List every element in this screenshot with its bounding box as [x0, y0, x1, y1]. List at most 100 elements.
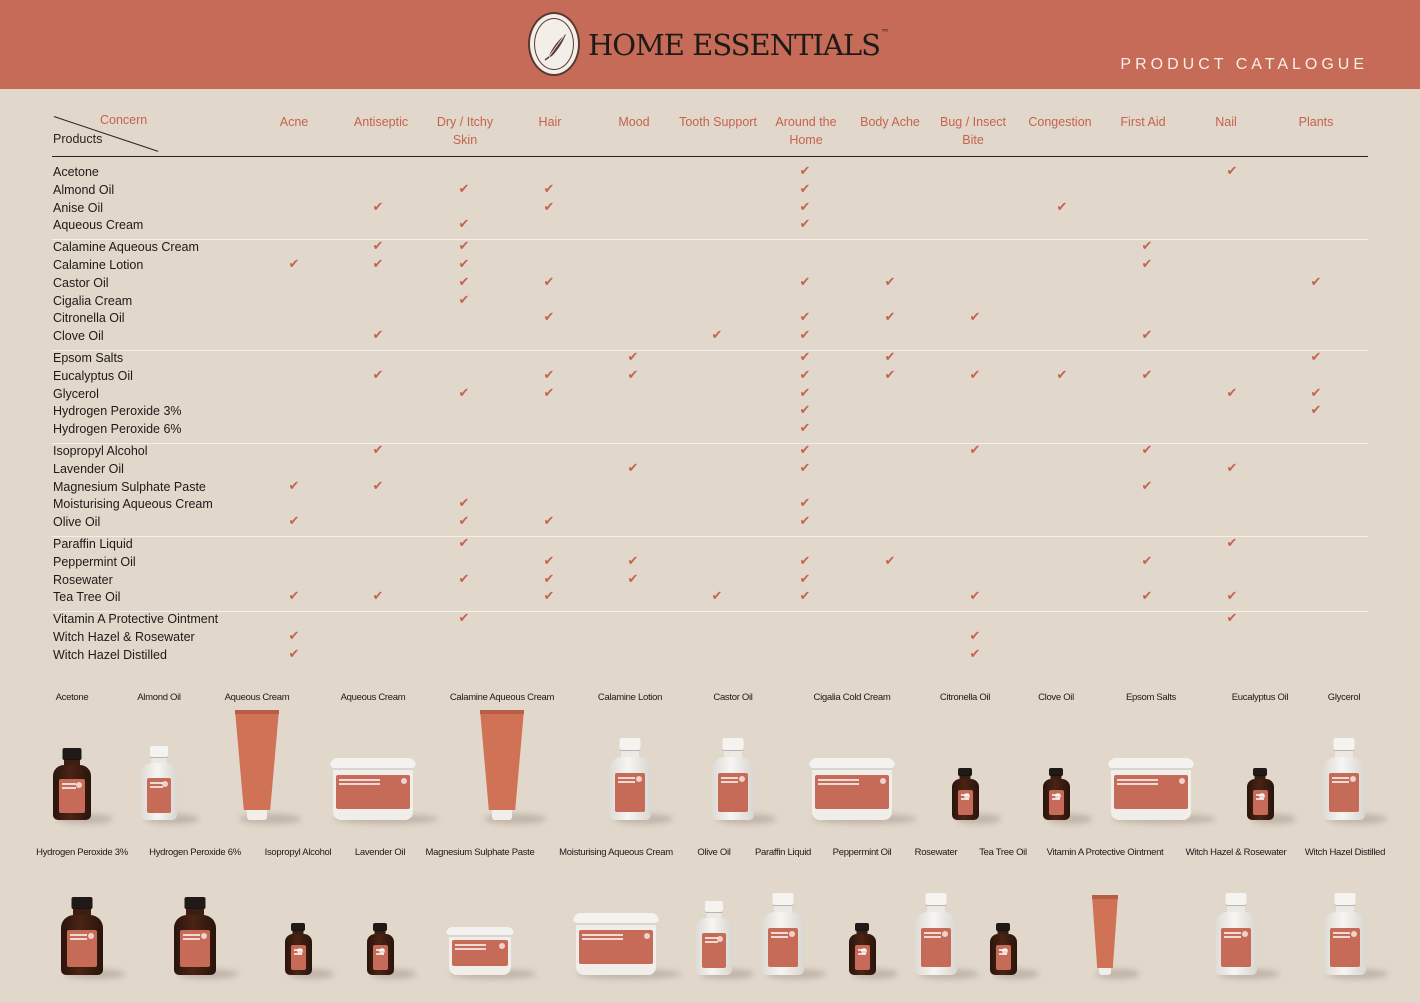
check-mark: ✔ — [458, 513, 470, 529]
amber-bottle-icon — [53, 748, 91, 820]
check-mark: ✔ — [1226, 535, 1238, 550]
check-mark: ✔ — [1141, 256, 1153, 271]
amber-bottle-icon — [848, 923, 876, 975]
check-mark: ✔ — [458, 384, 470, 400]
check-mark: ✔ — [543, 384, 555, 400]
check-mark: ✔ — [458, 256, 470, 271]
product-row-label: Olive Oil — [53, 515, 101, 530]
product-row-label: Anise Oil — [53, 200, 104, 215]
concern-axis-label: Concern — [100, 113, 148, 127]
concern-header-antiseptic: Antiseptic — [354, 113, 408, 131]
concern-header-nail: Nail — [1215, 113, 1237, 131]
product-gallery: Acetone Almond Oil Aqueous Cream Aqueous Cr… — [0, 680, 1420, 1003]
concern-header-line: Hair — [538, 115, 562, 129]
white-bottle-icon — [696, 901, 732, 975]
amber-bottle-icon — [284, 923, 312, 975]
concern-header-line: Bite — [962, 133, 984, 147]
check-mark: ✔ — [1226, 384, 1238, 400]
check-mark: ✔ — [969, 442, 981, 457]
check-mark: ✔ — [1056, 198, 1068, 214]
product-row-label: Paraffin Liquid — [53, 537, 133, 551]
check-mark: ✔ — [458, 273, 470, 289]
product-row-label: Hydrogen Peroxide 3% — [53, 404, 182, 419]
check-mark: ✔ — [711, 588, 723, 604]
concern-header-mood: Mood — [618, 113, 649, 131]
check-mark: ✔ — [288, 628, 300, 643]
product-photo-label: Tea Tree Oil — [979, 847, 1027, 858]
check-mark: ✔ — [458, 180, 470, 196]
product-photo-label: Vitamin A Protective Ointment — [1046, 847, 1164, 858]
product-photo-label: Hydrogen Peroxide 3% — [36, 847, 128, 858]
product-row-label: Moisturising Aqueous Cream — [53, 497, 213, 512]
concern-header-line: Acne — [279, 115, 309, 129]
concern-header-bug-insect-bite: Bug / Insect Bite — [940, 113, 1006, 149]
check-mark: ✔ — [711, 327, 723, 343]
check-mark: ✔ — [288, 645, 300, 661]
check-mark: ✔ — [799, 384, 811, 400]
cream-tube-icon — [235, 710, 279, 820]
white-bottle-icon — [1215, 893, 1257, 975]
group-divider — [52, 350, 1368, 351]
white-bottle-icon — [141, 746, 177, 820]
product-row-label: Citronella Oil — [53, 311, 125, 326]
check-mark: ✔ — [627, 459, 639, 475]
product-row-label: Peppermint Oil — [53, 554, 136, 569]
product-photo-label: Calamine Lotion — [597, 692, 663, 703]
amber-bottle-icon — [989, 923, 1017, 975]
seal-feather-icon — [544, 34, 566, 61]
check-mark: ✔ — [372, 198, 384, 214]
product-shadow — [993, 969, 1039, 979]
check-mark: ✔ — [799, 163, 811, 178]
check-mark: ✔ — [288, 256, 300, 271]
product-row-label: Tea Tree Oil — [53, 590, 121, 605]
check-mark: ✔ — [1310, 273, 1322, 289]
check-mark: ✔ — [372, 256, 384, 271]
product-row-label: Calamine Lotion — [53, 258, 144, 272]
group-divider — [52, 536, 1368, 537]
concern-header-line: Around the — [775, 115, 837, 129]
product-photo-label: Almond Oil — [137, 692, 181, 703]
check-mark: ✔ — [799, 198, 811, 214]
concern-header-acne: Acne — [280, 113, 309, 131]
product-row-label: Clove Oil — [53, 329, 104, 344]
product-photo-label: Olive Oil — [697, 847, 731, 858]
product-photo-label: Clove Oil — [1038, 692, 1074, 703]
concern-header-tooth-support: Tooth Support — [679, 113, 757, 131]
check-mark: ✔ — [1141, 552, 1153, 568]
product-photo-label: Eucalyptus Oil — [1231, 692, 1289, 703]
check-mark: ✔ — [884, 309, 896, 325]
product-shadow — [1046, 814, 1092, 824]
cream-tube-icon — [1092, 895, 1118, 975]
product-photo-label: Citronella Oil — [939, 692, 991, 703]
check-mark: ✔ — [1141, 327, 1153, 343]
check-mark: ✔ — [799, 570, 811, 586]
product-photo-label: Aqueous Cream — [224, 692, 290, 703]
brand-seal-logo — [528, 12, 580, 76]
check-mark: ✔ — [458, 238, 470, 254]
product-shadow — [370, 969, 416, 979]
check-mark: ✔ — [543, 198, 555, 214]
check-mark: ✔ — [969, 588, 981, 604]
check-mark: ✔ — [543, 180, 555, 196]
product-row-label: Acetone — [53, 165, 99, 179]
check-mark: ✔ — [372, 366, 384, 382]
concern-header-around-the-home: Around the Home — [775, 113, 836, 149]
cream-tube-icon — [480, 710, 524, 820]
product-shadow — [1250, 814, 1296, 824]
white-bottle-icon — [1324, 893, 1366, 975]
cream-tub-icon — [446, 927, 514, 975]
check-mark: ✔ — [799, 402, 811, 418]
product-row-label: Eucalyptus Oil — [53, 368, 133, 383]
check-mark: ✔ — [1226, 610, 1238, 626]
product-row-label: Castor Oil — [53, 275, 109, 290]
amber-bottle-icon — [1246, 768, 1274, 820]
concern-header-line: Mood — [618, 115, 650, 129]
amber-bottle-icon — [366, 923, 394, 975]
check-mark: ✔ — [884, 552, 896, 568]
check-mark: ✔ — [799, 180, 811, 196]
product-photo-label: Aqueous Cream — [340, 692, 406, 703]
check-mark: ✔ — [627, 552, 639, 568]
product-row-label: Witch Hazel Distilled — [53, 647, 167, 662]
header-rule — [52, 156, 1368, 157]
check-mark: ✔ — [799, 552, 811, 568]
